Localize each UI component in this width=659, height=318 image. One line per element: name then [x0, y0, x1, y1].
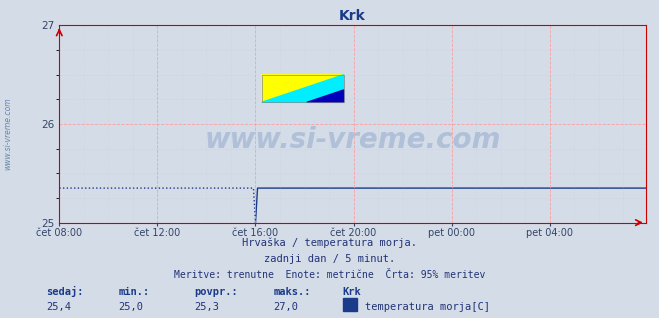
Text: 25,0: 25,0 — [119, 302, 144, 312]
Text: Hrvaška / temperatura morja.: Hrvaška / temperatura morja. — [242, 238, 417, 248]
Bar — [262, 75, 344, 102]
Polygon shape — [262, 75, 344, 102]
Text: maks.:: maks.: — [273, 287, 311, 297]
Text: min.:: min.: — [119, 287, 150, 297]
Text: zadnji dan / 5 minut.: zadnji dan / 5 minut. — [264, 254, 395, 264]
Text: povpr.:: povpr.: — [194, 287, 238, 297]
Title: Krk: Krk — [339, 9, 366, 23]
Text: 27,0: 27,0 — [273, 302, 299, 312]
Text: 25,3: 25,3 — [194, 302, 219, 312]
Text: Meritve: trenutne  Enote: metrične  Črta: 95% meritev: Meritve: trenutne Enote: metrične Črta: … — [174, 270, 485, 280]
Polygon shape — [262, 75, 344, 102]
Text: www.si-vreme.com: www.si-vreme.com — [204, 126, 501, 154]
Text: www.si-vreme.com: www.si-vreme.com — [3, 97, 13, 170]
Text: temperatura morja[C]: temperatura morja[C] — [365, 302, 490, 312]
Text: Krk: Krk — [343, 287, 361, 297]
Text: sedaj:: sedaj: — [46, 286, 84, 297]
Text: 25,4: 25,4 — [46, 302, 71, 312]
Polygon shape — [307, 90, 344, 102]
